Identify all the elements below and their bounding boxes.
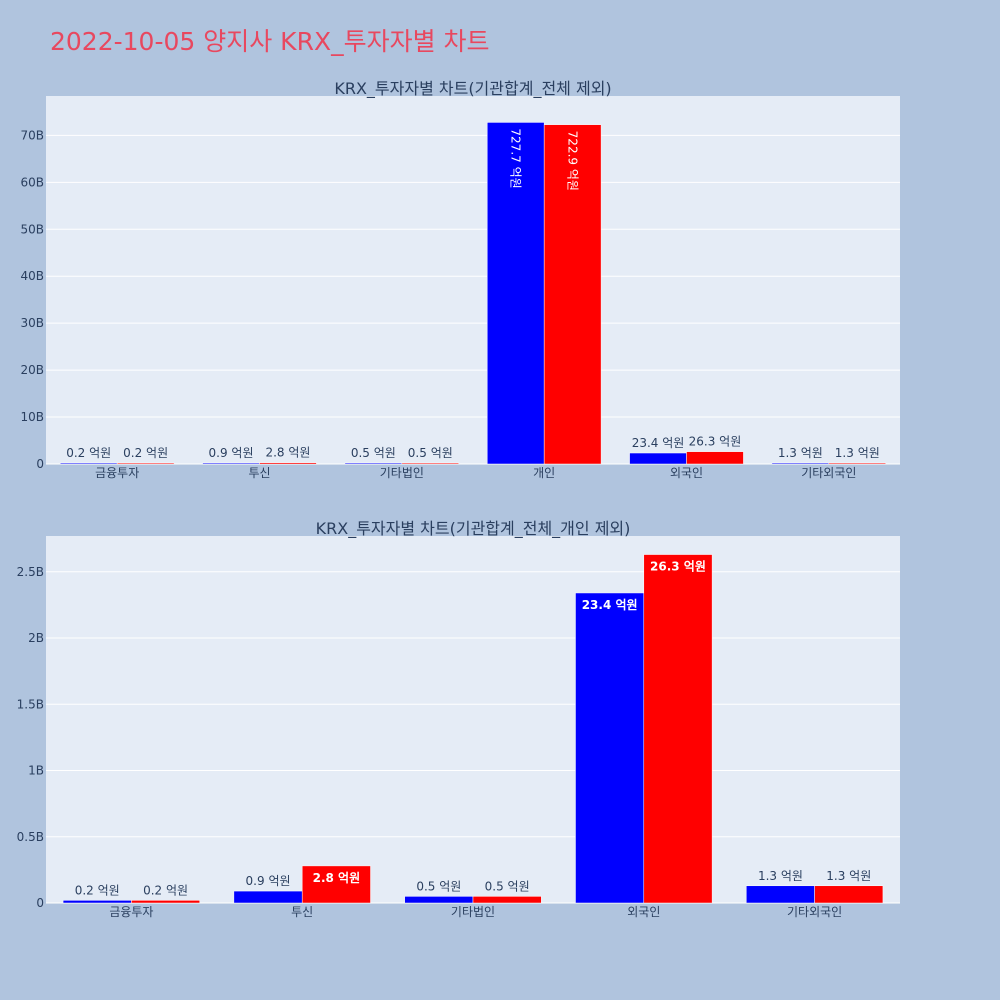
data-label: 0.5 억원 <box>416 879 461 893</box>
chart-institution-individual-excluded: 0 0.5B 1B 1.5B 2B 2.5B KRX_투자자별 차트(기관합계_전체_개인 … <box>17 519 900 919</box>
bar <box>543 124 602 465</box>
chart-title: KRX_투자자별 차트(기관합계_전체 제외) <box>334 79 611 99</box>
y-tick-label: 2B <box>28 631 44 645</box>
chart-title: KRX_투자자별 차트(기관합계_전체_개인 제외) <box>316 519 631 539</box>
bar <box>486 122 545 465</box>
bar <box>401 462 460 465</box>
data-label: 1.3 억원 <box>826 869 871 883</box>
data-label: 0.9 억원 <box>246 874 291 888</box>
data-label: 0.5 억원 <box>351 446 396 460</box>
bar <box>575 592 645 904</box>
x-tick-label: 금융투자 <box>95 466 139 480</box>
x-tick-label: 투신 <box>248 466 270 480</box>
x-tick-label: 외국인 <box>627 905 660 919</box>
data-label: 727.7 억원 <box>509 128 523 188</box>
y-tick-label: 30B <box>20 316 44 330</box>
bar <box>259 462 317 465</box>
bar <box>746 885 815 904</box>
bar <box>814 885 884 904</box>
data-label: 0.2 억원 <box>75 883 120 897</box>
data-label: 2.8 억원 <box>265 446 310 460</box>
data-label: 1.3 억원 <box>778 446 823 460</box>
data-label: 0.2 억원 <box>123 446 168 460</box>
bar <box>404 896 474 904</box>
data-label: 722.9 억원 <box>566 131 580 191</box>
bar <box>62 900 132 904</box>
chart-institution-excluded: 0 10B 20B 30B 40B 50B 60B 70B KRX_투자자별 차트(기관합계_전… <box>20 79 900 480</box>
y-tick-label: 60B <box>20 175 44 189</box>
x-tick-label: 투신 <box>291 905 313 919</box>
x-tick-label: 기타법인 <box>451 905 495 919</box>
bar <box>301 865 371 904</box>
x-tick-label: 기타외국인 <box>801 466 856 480</box>
data-label: 1.3 억원 <box>835 446 880 460</box>
x-tick-label: 개인 <box>533 466 555 480</box>
data-label: 0.2 억원 <box>66 446 111 460</box>
bar <box>828 462 887 465</box>
data-label: 0.2 억원 <box>143 883 188 897</box>
data-label: 2.8 억원 <box>313 871 361 885</box>
bar <box>643 554 713 904</box>
data-label: 26.3 억원 <box>650 560 706 574</box>
bar <box>131 900 200 904</box>
data-label: 26.3 억원 <box>689 435 742 449</box>
y-tick-label: 2.5B <box>17 565 44 579</box>
y-tick-label: 0 <box>36 457 44 471</box>
y-tick-label: 50B <box>20 222 44 236</box>
data-label: 23.4 억원 <box>632 436 685 450</box>
x-tick-label: 기타법인 <box>380 466 424 480</box>
data-label: 0.5 억원 <box>408 446 453 460</box>
y-tick-label: 1.5B <box>17 697 44 711</box>
y-tick-label: 40B <box>20 269 44 283</box>
data-label: 1.3 억원 <box>758 869 803 883</box>
bar <box>116 462 175 465</box>
y-tick-label: 1B <box>28 764 44 778</box>
bar <box>233 890 303 904</box>
bar <box>344 462 403 465</box>
bar <box>59 462 118 465</box>
y-tick-label: 0.5B <box>17 830 44 844</box>
y-tick-label: 70B <box>20 128 44 142</box>
data-label: 0.9 억원 <box>209 446 254 460</box>
page-title: 2022-10-05 양지사 KRX_투자자별 차트 <box>50 27 490 56</box>
bar <box>771 462 830 465</box>
y-tick-label: 10B <box>20 410 44 424</box>
data-label: 23.4 억원 <box>582 598 638 612</box>
y-tick-label: 20B <box>20 363 44 377</box>
bar <box>686 451 744 465</box>
bar <box>202 462 260 465</box>
plot-area <box>46 536 900 903</box>
x-tick-label: 금융투자 <box>109 905 153 919</box>
y-tick-label: 0 <box>36 896 44 910</box>
plot-area <box>46 96 900 464</box>
data-label: 0.5 억원 <box>485 879 530 893</box>
x-tick-label: 기타외국인 <box>787 905 842 919</box>
bar <box>472 896 542 904</box>
x-tick-label: 외국인 <box>670 466 703 480</box>
bar <box>629 452 687 465</box>
